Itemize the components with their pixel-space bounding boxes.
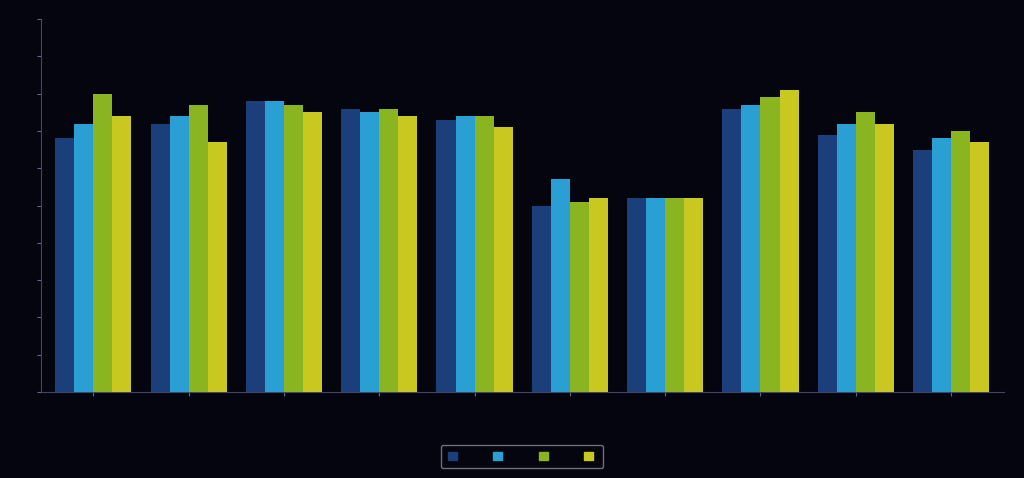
Bar — [113, 116, 131, 392]
Bar — [570, 202, 589, 392]
Bar — [456, 116, 474, 392]
Bar — [722, 109, 741, 392]
Bar — [265, 101, 284, 392]
Bar — [494, 127, 513, 392]
Bar — [856, 112, 874, 392]
Bar — [779, 90, 799, 392]
Bar — [970, 142, 989, 392]
Bar — [913, 150, 932, 392]
Bar — [474, 116, 494, 392]
Bar — [932, 139, 951, 392]
Bar — [75, 123, 93, 392]
Bar — [360, 112, 379, 392]
Bar — [170, 116, 188, 392]
Bar — [341, 109, 360, 392]
Bar — [551, 179, 570, 392]
Bar — [951, 131, 970, 392]
Bar — [837, 123, 856, 392]
Bar — [818, 135, 837, 392]
Bar — [208, 142, 226, 392]
Legend: , , , : , , , — [441, 445, 603, 468]
Bar — [436, 120, 456, 392]
Bar — [761, 98, 779, 392]
Bar — [303, 112, 323, 392]
Bar — [188, 105, 208, 392]
Bar — [741, 105, 761, 392]
Bar — [531, 206, 551, 392]
Bar — [627, 198, 646, 392]
Bar — [151, 123, 170, 392]
Bar — [93, 94, 113, 392]
Bar — [55, 139, 75, 392]
Bar — [398, 116, 418, 392]
Bar — [646, 198, 666, 392]
Bar — [666, 198, 684, 392]
Bar — [379, 109, 398, 392]
Bar — [684, 198, 703, 392]
Bar — [246, 101, 265, 392]
Bar — [874, 123, 894, 392]
Bar — [284, 105, 303, 392]
Bar — [589, 198, 608, 392]
